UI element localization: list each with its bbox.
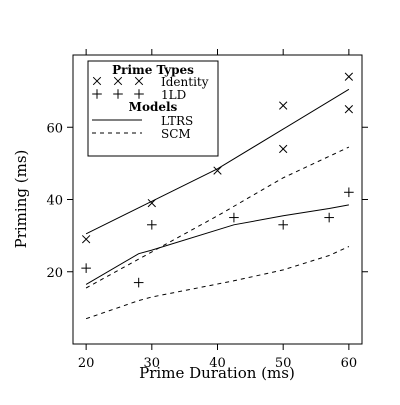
legend-label-scm: SCM xyxy=(161,127,191,141)
legend-prime-types-title: Prime Types xyxy=(112,63,194,77)
x-tick-label: 60 xyxy=(341,356,358,371)
lines-layer xyxy=(85,88,350,320)
x-tick-label: 20 xyxy=(78,356,95,371)
legend-marker-1ld xyxy=(92,89,102,99)
legend-marker-identity xyxy=(92,76,102,86)
legend-label-identity: Identity xyxy=(161,75,209,89)
points-layer xyxy=(81,72,354,288)
data-point-1ld xyxy=(147,219,157,230)
series-line-ltrs-1ld xyxy=(85,204,349,285)
legend: Prime Types Models Identity 1LD LTRS SCM xyxy=(87,60,219,157)
x-tick-label: 40 xyxy=(209,356,226,371)
legend-label-ltrs: LTRS xyxy=(161,114,193,128)
y-tick-label: 60 xyxy=(46,121,63,136)
series-line-scm-identity xyxy=(85,146,350,289)
legend-marker-identity xyxy=(113,76,123,86)
x-tick-label: 50 xyxy=(275,356,292,371)
data-point-identity xyxy=(147,198,156,208)
legend-marker-identity xyxy=(134,76,144,86)
data-point-identity xyxy=(344,105,354,114)
data-point-1ld xyxy=(324,212,334,223)
series-line-scm-1ld xyxy=(85,246,350,320)
series-line-ltrs-identity xyxy=(85,88,350,235)
legend-marker-1ld xyxy=(113,89,123,99)
data-point-1ld xyxy=(229,212,239,223)
legend-models-title: Models xyxy=(129,100,178,114)
x-tick-label: 30 xyxy=(144,356,161,371)
data-point-identity xyxy=(213,166,222,175)
data-point-1ld xyxy=(133,277,144,288)
y-tick-label: 20 xyxy=(46,266,63,281)
data-point-1ld xyxy=(278,219,288,230)
y-axis-title: Priming (ms) xyxy=(12,150,30,249)
x-axis-title: Prime Duration (ms) xyxy=(139,364,295,382)
y-tick-label: 40 xyxy=(46,194,63,209)
data-point-1ld xyxy=(81,263,91,273)
legend-items xyxy=(92,76,144,134)
data-point-identity xyxy=(81,235,91,244)
data-point-identity xyxy=(279,144,288,154)
data-point-identity xyxy=(344,72,354,81)
legend-label-1ld: 1LD xyxy=(161,88,186,102)
data-point-1ld xyxy=(344,187,354,198)
legend-marker-1ld xyxy=(134,89,144,99)
data-point-identity xyxy=(279,101,288,110)
legend-box xyxy=(87,60,219,157)
ticks-layer: 20 30 40 50 60 20 40 60 xyxy=(46,49,368,371)
